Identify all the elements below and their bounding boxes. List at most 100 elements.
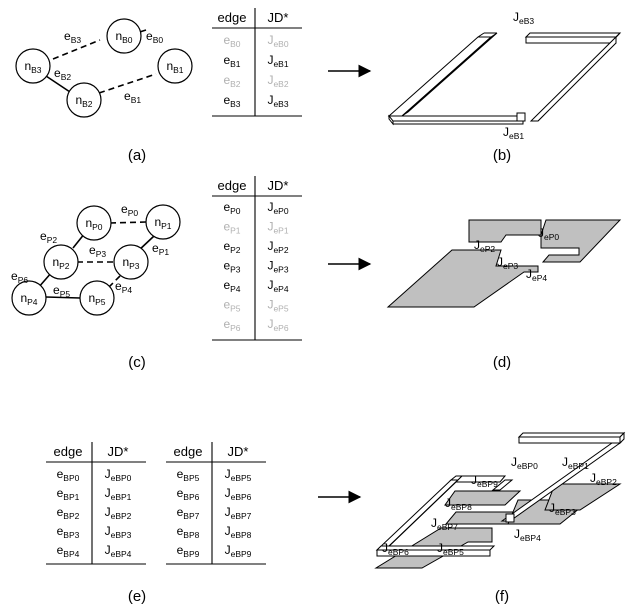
table-header-edge: edge: [54, 444, 83, 459]
table-cell-jd: JeB1: [267, 53, 288, 69]
table-cell-edge: eBP3: [57, 524, 80, 540]
rail-bar: [619, 431, 625, 445]
edge-label: eP6: [11, 269, 28, 285]
structure-label: JeBP4: [514, 527, 541, 543]
table-cell-edge: eP3: [223, 259, 240, 275]
table-rows: eBP5 JeBP5 eBP6 JeBP6 eBP7 JeBP7 eBP8 JeBP8 eBP9…: [177, 467, 252, 559]
structure-d: JeP0 JeP2 JeP3 JeP4: [386, 219, 622, 308]
structure-b: JeB3 JeB1: [387, 10, 622, 141]
table-cell-jd: JeB2: [267, 73, 288, 89]
node-label: nB3: [24, 59, 41, 75]
structure-label: JeP3: [497, 255, 518, 271]
table-a: edge JD* eB0 JeB0 eB1 JeB1 eB2 JeB2 eB3 JeB3: [212, 8, 302, 117]
node-label: nP2: [52, 255, 69, 271]
rail-bar: [387, 115, 525, 122]
graph-c: nP0 nP1 nP2 nP3 nP4 nP5 eP0 eP2 eP3 eP1 …: [11, 202, 181, 316]
graph-a-node: nB3: [15, 48, 51, 84]
table-header-edge: edge: [218, 10, 247, 25]
rail-bar: [525, 36, 617, 44]
table-cell-jd: JeBP1: [105, 486, 132, 502]
edge-label: eP2: [40, 229, 57, 245]
table-cell-edge: eBP6: [177, 486, 200, 502]
edge-label: eP1: [152, 241, 169, 257]
structure-label: JeP4: [526, 267, 547, 283]
table-cell-jd: JeBP7: [225, 505, 252, 521]
plate: [468, 219, 542, 243]
edge-label: eP3: [89, 243, 106, 259]
table-header-jd: JD*: [268, 178, 289, 193]
panel-label-a: (a): [128, 147, 146, 164]
graph-c-node: nP4: [11, 280, 47, 316]
edge-label: eP5: [53, 283, 70, 299]
table-cell-jd: JeBP6: [225, 486, 252, 502]
graph-c-node: nP5: [79, 280, 115, 316]
graph-c-node: nP2: [43, 244, 79, 280]
table-cell-jd: JeP2: [267, 239, 288, 255]
graph-c-edge-line: [109, 221, 147, 224]
table-cell-jd: JeP5: [267, 298, 288, 314]
table-cell-jd: JeBP0: [105, 467, 132, 483]
rail-bar: [387, 36, 493, 117]
table-cell-jd: JeBP2: [105, 505, 132, 521]
structure-label: JeBP9: [471, 473, 498, 489]
structure-label: JeBP7: [431, 516, 458, 532]
table-cell-edge: eP0: [223, 200, 240, 216]
rail-bar: [518, 436, 621, 444]
node-label: nP1: [154, 215, 171, 231]
graph-a-edge-line: [52, 39, 101, 60]
edge-label: eP4: [115, 279, 132, 295]
table-cell-jd: JeP0: [267, 200, 288, 216]
structure-label: JeBP6: [382, 541, 409, 557]
table-cell-edge: eBP9: [177, 543, 200, 559]
table-rows: eP0 JeP0 eP1 JeP1 eP2 JeP2 eP3 JeP3 eP4 JeP4 eP5 Je…: [223, 200, 288, 333]
table-rows: eB0 JeB0 eB1 JeB1 eB2 JeB2 eB3 JeB3: [223, 33, 288, 109]
panel-label-c: (c): [128, 354, 146, 371]
graph-c-edge-line: [45, 296, 81, 299]
rail-bar: [517, 432, 626, 438]
edge-label: eP0: [121, 202, 138, 218]
node-label: nB2: [75, 93, 92, 109]
table-header-jd: JD*: [228, 444, 249, 459]
rail-bar: [375, 545, 496, 551]
table-cell-jd: JeP6: [267, 317, 288, 333]
edge-label: eB3: [64, 29, 81, 45]
table-header-jd: JD*: [268, 10, 289, 25]
table-e-left: edge JD* eBP0 JeBP0 eBP1 JeBP1 eBP2 JeBP2 eBP3…: [46, 442, 146, 565]
table-cell-jd: JeBP4: [105, 543, 132, 559]
table-rows: eBP0 JeBP0 eBP1 JeBP1 eBP2 JeBP2 eBP3 JeBP3 eBP4…: [57, 467, 132, 559]
table-header-edge: edge: [218, 178, 247, 193]
plate: [544, 483, 622, 511]
table-e-right: edge JD* eBP5 JeBP5 eBP6 JeBP6 eBP7 JeBP7 eBP8…: [166, 442, 266, 565]
structure-label: JeBP2: [590, 471, 617, 487]
plate: [444, 490, 522, 506]
table-cell-jd: JeBP5: [225, 467, 252, 483]
table-cell-edge: eBP2: [57, 505, 80, 521]
table-header-jd: JD*: [108, 444, 129, 459]
table-cell-edge: eB1: [223, 53, 240, 69]
node-label: nP4: [20, 291, 37, 307]
panel-label-f: (f): [495, 588, 509, 605]
structure-label: JeB1: [503, 125, 524, 141]
structure-label: JeBP8: [445, 496, 472, 512]
edge-label: eB1: [124, 89, 141, 105]
rail-bar: [401, 32, 498, 117]
structure-label: JeB3: [513, 10, 534, 26]
structure-label: JeP0: [538, 226, 559, 242]
edge-label: eB0: [146, 29, 163, 45]
plate: [386, 249, 539, 308]
table-c: edge JD* eP0 JeP0 eP1 JeP1 eP2 JeP2 eP3 JeP3 eP4…: [212, 176, 302, 341]
plate: [540, 219, 622, 263]
rail-bar: [454, 475, 507, 483]
junction-box: [516, 112, 526, 122]
table-cell-edge: eP4: [223, 278, 240, 294]
node-label: nP5: [88, 291, 105, 307]
table-cell-edge: eB3: [223, 93, 240, 109]
graph-c-node: nP3: [113, 244, 149, 280]
table-cell-edge: eP1: [223, 220, 240, 236]
graph-a: nB0 nB1 nB2 nB3 eB3 eB0 eB2 eB1: [15, 18, 193, 118]
table-cell-jd: JeBP3: [105, 524, 132, 540]
node-label: nB1: [166, 59, 183, 75]
table-cell-edge: eBP8: [177, 524, 200, 540]
table-header-edge: edge: [174, 444, 203, 459]
rail-bar: [529, 35, 617, 122]
